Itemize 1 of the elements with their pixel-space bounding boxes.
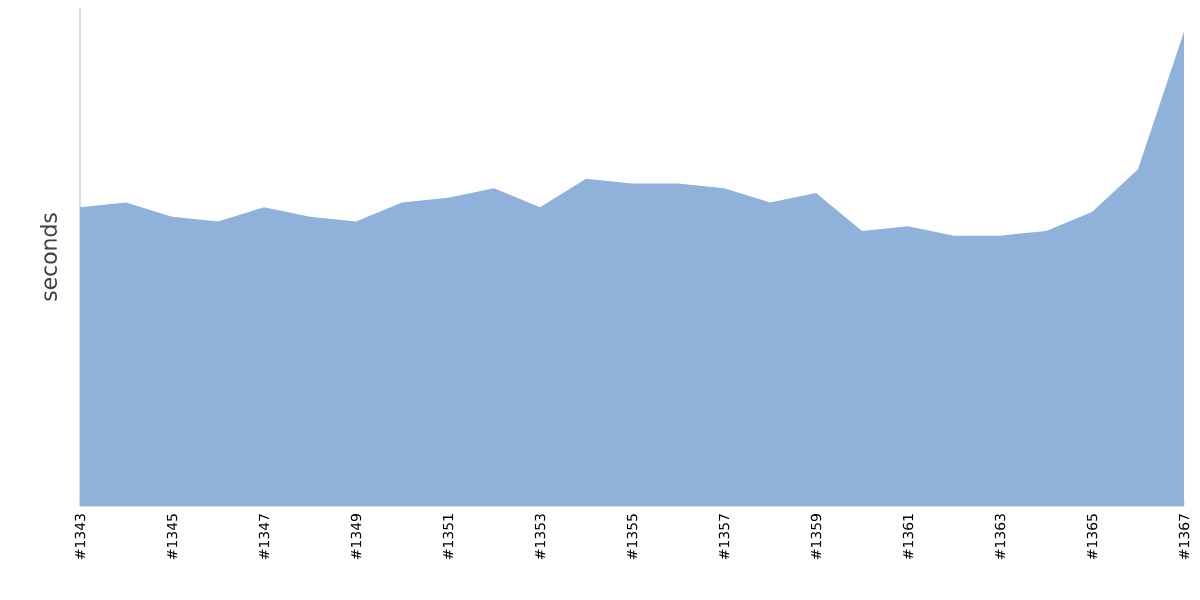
y-axis-title: seconds	[40, 213, 57, 301]
